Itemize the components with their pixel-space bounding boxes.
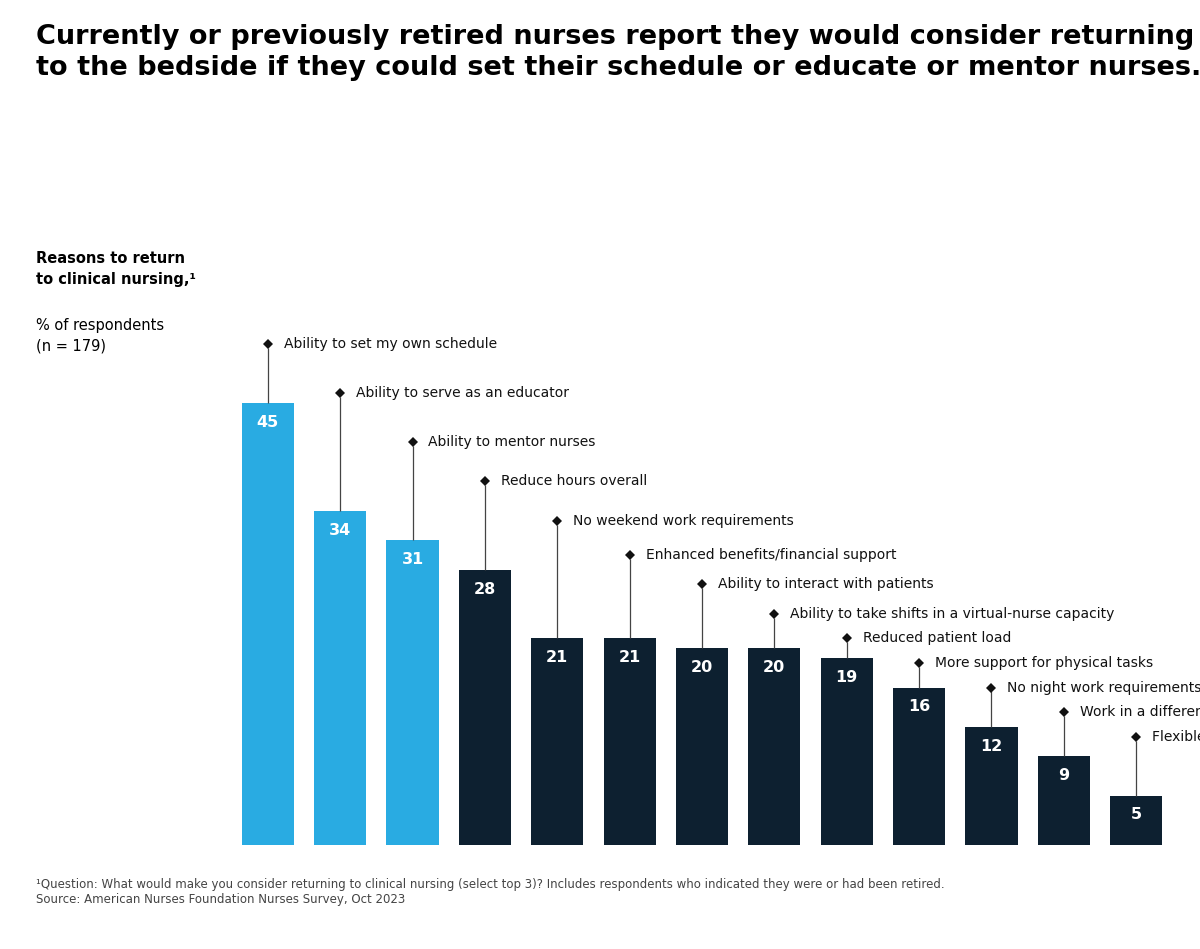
Text: 19: 19 [835, 670, 858, 685]
Text: Flexible shift length: Flexible shift length [1152, 730, 1200, 744]
Text: Ability to take shifts in a virtual-nurse capacity: Ability to take shifts in a virtual-nurs… [791, 607, 1115, 621]
Text: ¹Question: What would make you consider returning to clinical nursing (select to: ¹Question: What would make you consider … [36, 878, 944, 906]
Text: Ability to mentor nurses: Ability to mentor nurses [428, 435, 596, 449]
Bar [604, 639, 655, 845]
Bar [966, 727, 1018, 845]
Text: Reduce hours overall: Reduce hours overall [500, 474, 647, 489]
Text: 20: 20 [691, 661, 713, 675]
Text: Ability to serve as an educator: Ability to serve as an educator [356, 386, 569, 400]
Text: % of respondents
(n = 179): % of respondents (n = 179) [36, 318, 164, 354]
Text: 45: 45 [257, 415, 278, 430]
Text: 5: 5 [1130, 808, 1141, 822]
Text: Work in a different location, unit, or site: Work in a different location, unit, or s… [1080, 705, 1200, 719]
Bar [1110, 795, 1163, 845]
Text: 12: 12 [980, 738, 1002, 754]
Text: 20: 20 [763, 661, 786, 675]
Bar [1038, 756, 1090, 845]
Bar [458, 569, 511, 845]
Bar [386, 540, 438, 845]
Text: 16: 16 [908, 699, 930, 715]
Bar [821, 658, 872, 845]
Text: Ability to set my own schedule: Ability to set my own schedule [283, 337, 497, 351]
Text: Currently or previously retired nurses report they would consider returning
to t: Currently or previously retired nurses r… [36, 24, 1200, 81]
Text: Ability to interact with patients: Ability to interact with patients [718, 577, 934, 591]
Text: 31: 31 [402, 552, 424, 568]
Bar [749, 648, 800, 845]
Text: 34: 34 [329, 523, 352, 537]
Text: 21: 21 [546, 650, 569, 665]
Text: Reduced patient load: Reduced patient load [863, 631, 1012, 645]
Text: No night work requirements: No night work requirements [1007, 680, 1200, 695]
Text: More support for physical tasks: More support for physical tasks [935, 656, 1153, 670]
Text: 28: 28 [474, 582, 496, 597]
Bar [532, 639, 583, 845]
Text: Reasons to return
to clinical nursing,¹: Reasons to return to clinical nursing,¹ [36, 251, 196, 288]
Text: Enhanced benefits/financial support: Enhanced benefits/financial support [646, 548, 896, 562]
Bar [676, 648, 728, 845]
Bar [893, 687, 946, 845]
Bar [241, 402, 294, 845]
Text: 9: 9 [1058, 768, 1069, 783]
Text: No weekend work requirements: No weekend work requirements [574, 513, 794, 528]
Text: 21: 21 [618, 650, 641, 665]
Bar [314, 511, 366, 845]
